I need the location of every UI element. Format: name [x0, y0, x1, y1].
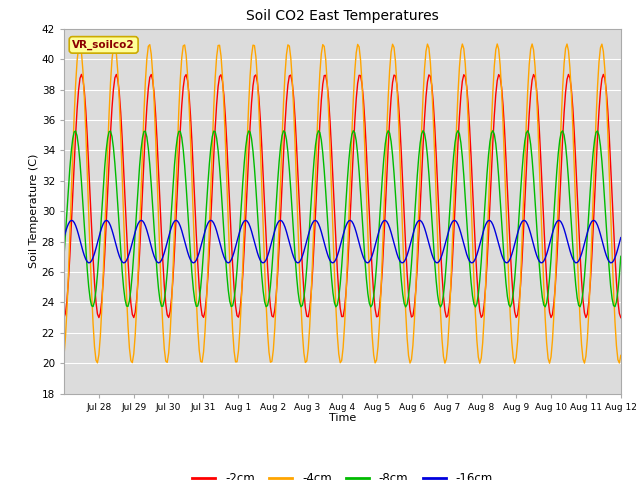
Legend: -2cm, -4cm, -8cm, -16cm: -2cm, -4cm, -8cm, -16cm — [187, 468, 498, 480]
Text: VR_soilco2: VR_soilco2 — [72, 40, 135, 50]
X-axis label: Time: Time — [329, 413, 356, 423]
Y-axis label: Soil Temperature (C): Soil Temperature (C) — [29, 154, 39, 268]
Title: Soil CO2 East Temperatures: Soil CO2 East Temperatures — [246, 10, 439, 24]
